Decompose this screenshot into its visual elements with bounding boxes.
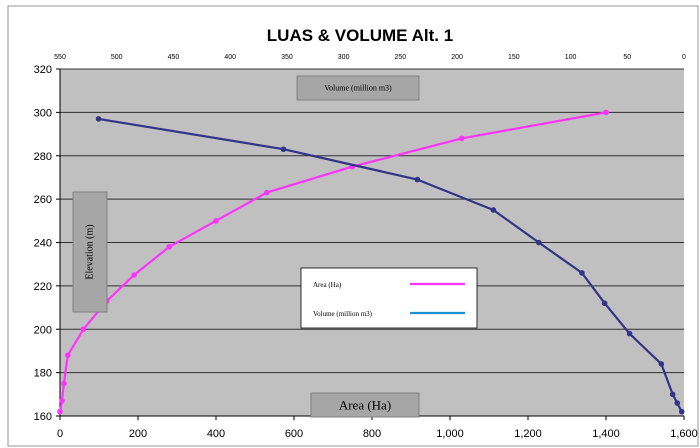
x-tick-label: 1,400 xyxy=(592,428,620,440)
x2-tick-label: 0 xyxy=(682,54,686,61)
data-point-volume xyxy=(579,270,585,276)
y-axis-label: Elevation (m) xyxy=(85,224,96,279)
x-tick-label: 400 xyxy=(207,428,225,440)
y-axis-label-box: Elevation (m) xyxy=(72,191,108,313)
data-point-volume xyxy=(535,239,542,246)
x-tick-label: 1,600 xyxy=(670,428,698,440)
x2-tick-label: 100 xyxy=(565,54,577,61)
data-point-area xyxy=(166,244,172,250)
x-tick-label: 0 xyxy=(57,428,63,440)
x-axis-label: Area (Ha) xyxy=(339,398,391,413)
data-point-volume xyxy=(414,176,421,183)
x-tick-label: 1,000 xyxy=(436,428,464,440)
legend-box xyxy=(300,267,478,329)
y-tick-label: 220 xyxy=(34,281,52,293)
data-point-volume xyxy=(95,116,102,122)
x-tick-label: 1,200 xyxy=(514,428,542,440)
data-point-area xyxy=(57,408,63,415)
x2-tick-label: 450 xyxy=(168,54,180,61)
legend-label: Volume (million m3) xyxy=(313,310,373,318)
x2-axis-label: Volume (million m3) xyxy=(324,84,392,93)
x-tick-label: 800 xyxy=(363,428,381,440)
data-point-area xyxy=(80,326,87,333)
data-point-volume xyxy=(490,207,497,213)
data-point-area xyxy=(458,135,465,142)
data-point-volume xyxy=(626,330,633,337)
data-point-volume xyxy=(674,400,680,406)
data-point-area xyxy=(213,218,219,224)
x2-tick-label: 300 xyxy=(338,54,350,61)
x2-tick-label: 200 xyxy=(451,54,463,61)
data-point-area xyxy=(59,398,65,404)
x2-tick-label: 50 xyxy=(623,54,631,61)
data-point-volume xyxy=(678,408,685,415)
y-tick-label: 300 xyxy=(34,107,52,119)
chart-title: LUAS & VOLUME Alt. 1 xyxy=(267,26,453,45)
x2-axis-label-box: Volume (million m3) xyxy=(296,75,420,101)
data-point-area xyxy=(61,380,67,387)
x-tick-label: 600 xyxy=(285,428,303,440)
data-point-volume xyxy=(669,391,676,398)
y-tick-label: 280 xyxy=(34,151,52,163)
x2-tick-label: 350 xyxy=(281,54,293,61)
x2-tick-label: 500 xyxy=(111,54,123,61)
data-point-volume xyxy=(601,300,608,307)
x2-tick-label: 550 xyxy=(54,54,66,61)
y-tick-label: 240 xyxy=(34,238,52,250)
legend-label: Area (Ha) xyxy=(313,281,342,289)
x2-tick-label: 250 xyxy=(395,54,407,61)
data-point-area xyxy=(65,352,71,359)
data-point-area xyxy=(263,189,270,196)
data-point-volume xyxy=(658,361,665,367)
y-tick-label: 260 xyxy=(34,194,52,206)
y-tick-label: 160 xyxy=(34,411,52,423)
data-point-volume xyxy=(280,146,287,153)
y-tick-label: 320 xyxy=(34,64,52,76)
data-point-area xyxy=(603,109,609,116)
x2-tick-label: 150 xyxy=(508,54,520,61)
x2-tick-label: 400 xyxy=(224,54,236,61)
x-axis-label-box: Area (Ha) xyxy=(310,392,420,418)
y-tick-label: 200 xyxy=(34,324,52,336)
data-point-area xyxy=(131,272,137,278)
y-tick-label: 180 xyxy=(34,368,52,380)
x-tick-label: 200 xyxy=(129,428,147,440)
